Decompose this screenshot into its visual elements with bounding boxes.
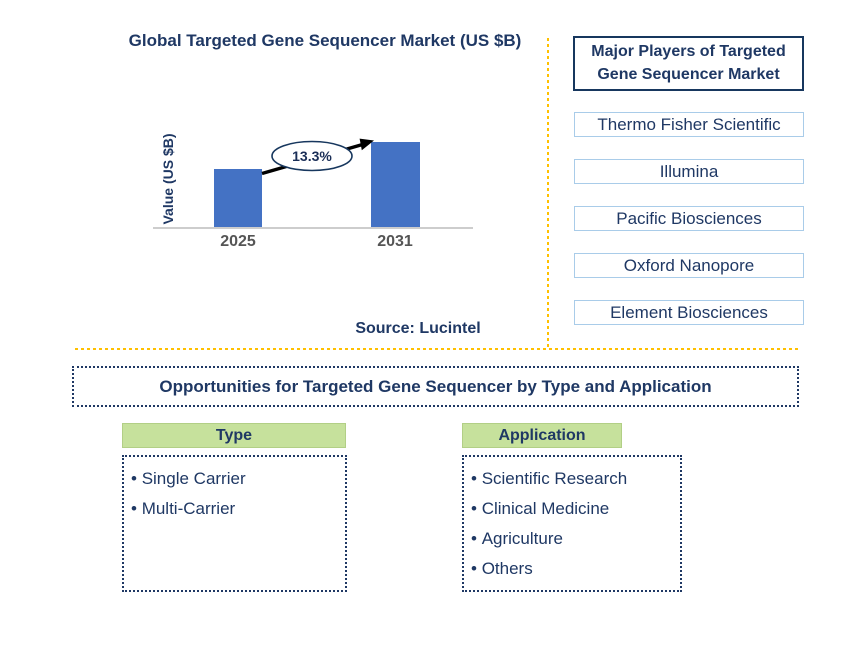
application-list-item: Clinical Medicine (471, 494, 674, 524)
bar-2031 (371, 142, 420, 227)
chart-x-axis-line (153, 227, 473, 229)
growth-arrow-line (261, 141, 367, 176)
opportunities-banner: Opportunities for Targeted Gene Sequence… (72, 366, 799, 407)
major-players-title: Major Players of Targeted Gene Sequencer… (573, 36, 804, 91)
application-list-item: Others (471, 554, 674, 584)
bar-2025 (214, 169, 262, 227)
growth-label: 13.3% (292, 148, 332, 164)
player-item-pacific-biosciences: Pacific Biosciences (574, 206, 804, 231)
vertical-separator (547, 38, 549, 348)
player-item-element-biosciences: Element Biosciences (574, 300, 804, 325)
horizontal-separator (75, 348, 801, 350)
type-list-item: Multi-Carrier (131, 494, 339, 524)
chart-y-axis-label: Value (US $B) (160, 133, 176, 225)
type-list-item: Single Carrier (131, 464, 339, 494)
x-tick-label-2031: 2031 (377, 233, 413, 250)
type-header: Type (122, 423, 346, 448)
application-list: Scientific Research Clinical Medicine Ag… (462, 455, 682, 592)
source-label: Source: Lucintel (355, 320, 481, 337)
application-list-item: Scientific Research (471, 464, 674, 494)
major-players-list: Thermo Fisher Scientific Illumina Pacifi… (574, 112, 804, 325)
player-item-illumina: Illumina (574, 159, 804, 184)
player-item-thermo-fisher: Thermo Fisher Scientific (574, 112, 804, 137)
type-list: Single Carrier Multi-Carrier (122, 455, 347, 592)
player-item-oxford-nanopore: Oxford Nanopore (574, 253, 804, 278)
application-list-item: Agriculture (471, 524, 674, 554)
growth-oval (271, 140, 353, 172)
x-tick-label-2025: 2025 (220, 233, 256, 250)
application-header: Application (462, 423, 622, 448)
chart-title: Global Targeted Gene Sequencer Market (U… (128, 31, 522, 50)
